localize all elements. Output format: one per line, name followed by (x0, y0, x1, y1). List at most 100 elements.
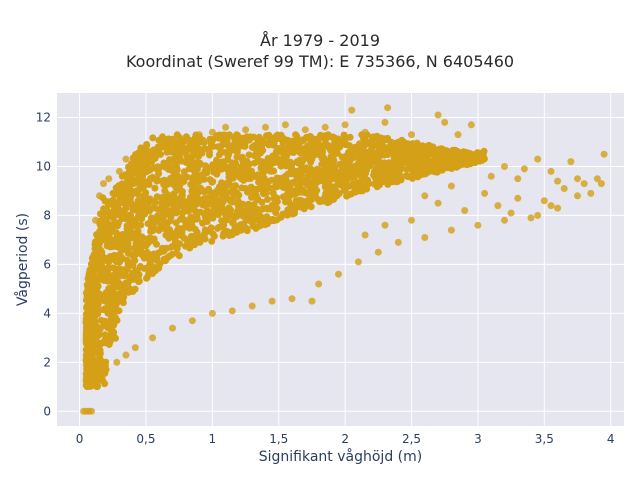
y-tick-label: 0 (43, 404, 51, 418)
scatter-point (238, 184, 246, 192)
scatter-point (188, 317, 196, 325)
scatter-point (96, 270, 104, 277)
scatter-point (479, 152, 487, 160)
scatter-point (378, 166, 386, 174)
scatter-point (282, 198, 289, 206)
scatter-point (300, 203, 308, 210)
scatter-point (166, 156, 174, 164)
scatter-point (89, 253, 97, 261)
scatter-point (318, 161, 326, 168)
y-tick-label: 6 (43, 257, 51, 271)
scatter-point (151, 184, 159, 192)
scatter-point (88, 407, 95, 415)
scatter-point (361, 231, 369, 239)
scatter-point (547, 202, 555, 210)
scatter-point (83, 348, 91, 356)
scatter-point (387, 164, 395, 172)
scatter-point (132, 161, 140, 169)
scatter-point (282, 162, 290, 170)
x-tick-label: 3,5 (535, 432, 554, 446)
scatter-point (131, 222, 139, 230)
scatter-point (180, 168, 188, 176)
scatter-point (169, 324, 176, 332)
scatter-point (421, 150, 429, 158)
scatter-point (222, 212, 230, 220)
scatter-point (96, 371, 103, 379)
x-tick-label: 4 (607, 432, 615, 446)
scatter-point (395, 175, 403, 183)
scatter-point (119, 283, 127, 291)
scatter-point (169, 140, 176, 148)
scatter-point (333, 149, 341, 157)
scatter-point (131, 344, 139, 352)
scatter-point (118, 238, 126, 246)
scatter-point (189, 151, 197, 159)
scatter-point (106, 221, 114, 229)
scatter-point (348, 150, 356, 157)
scatter-point (343, 141, 351, 149)
scatter-point (384, 104, 392, 112)
scatter-point (308, 139, 316, 147)
scatter-point (324, 169, 331, 177)
scatter-point (192, 231, 200, 239)
scatter-point (92, 378, 99, 386)
scatter-point (107, 309, 115, 317)
scatter-point (149, 334, 157, 342)
scatter-point (405, 164, 412, 172)
scatter-point (335, 270, 342, 278)
scatter-point (373, 183, 381, 191)
scatter-point (501, 216, 508, 224)
scatter-point (170, 202, 178, 209)
scatter-point (252, 185, 259, 193)
scatter-point (567, 158, 575, 166)
scatter-point (254, 172, 262, 180)
scatter-point (96, 362, 104, 370)
scatter-point (133, 231, 141, 239)
scatter-point (209, 230, 217, 238)
scatter-point (222, 189, 230, 196)
scatter-point (115, 167, 123, 175)
scatter-point (158, 177, 166, 185)
scatter-point (355, 154, 363, 162)
scatter-point (268, 297, 276, 305)
scatter-point (105, 340, 113, 348)
scatter-point (404, 153, 412, 160)
scatter-point (153, 240, 160, 248)
scatter-point (593, 175, 601, 183)
scatter-point (163, 244, 171, 252)
scatter-point (368, 155, 376, 163)
scatter-point (164, 200, 172, 207)
scatter-point (284, 189, 292, 197)
scatter-point (263, 182, 271, 190)
scatter-point (264, 157, 272, 165)
x-tick-label: 2 (341, 432, 349, 446)
scatter-point (208, 237, 216, 245)
scatter-point (100, 231, 108, 238)
scatter-point (225, 150, 233, 158)
scatter-point (199, 219, 207, 227)
scatter-point (161, 143, 169, 151)
scatter-point (317, 133, 325, 140)
scatter-point (264, 195, 271, 203)
scatter-point (338, 182, 346, 189)
scatter-point (158, 136, 166, 144)
scatter-point (419, 170, 427, 178)
scatter-point (100, 209, 108, 217)
scatter-point (180, 178, 188, 185)
scatter-point (201, 235, 209, 243)
scatter-point (258, 216, 266, 224)
scatter-point (89, 300, 97, 308)
scatter-point (364, 179, 372, 187)
scatter-point (94, 350, 102, 357)
scatter-point (277, 157, 285, 165)
scatter-point (204, 207, 212, 215)
scatter-point (272, 209, 280, 217)
scatter-point (316, 150, 324, 158)
scatter-point (204, 227, 212, 235)
scatter-point (96, 262, 103, 270)
scatter-point (125, 163, 132, 171)
scatter-point (348, 106, 356, 114)
scatter-point (260, 174, 268, 182)
scatter-point (166, 252, 174, 260)
scatter-point (394, 238, 402, 246)
